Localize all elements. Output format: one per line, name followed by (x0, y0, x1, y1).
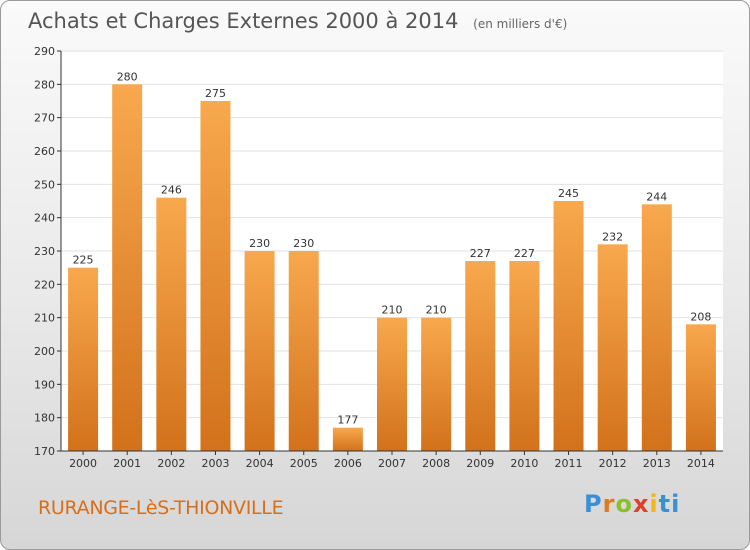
data-label: 230 (249, 237, 270, 250)
y-tick-label: 190 (34, 378, 55, 391)
y-tick-label: 210 (34, 312, 55, 325)
y-tick-label: 290 (34, 45, 55, 58)
y-tick-label: 230 (34, 245, 55, 258)
x-tick-label: 2014 (687, 457, 715, 470)
x-tick-label: 2001 (113, 457, 141, 470)
x-tick-label: 2010 (510, 457, 538, 470)
x-tick-label: 2009 (466, 457, 494, 470)
y-tick-label: 260 (34, 145, 55, 158)
location-label: RURANGE-LèS-THIONVILLE (38, 497, 284, 519)
bar (597, 244, 628, 451)
logo-letter: x (632, 490, 650, 518)
x-tick-label: 2007 (378, 457, 406, 470)
data-label: 245 (558, 187, 579, 200)
y-tick-label: 170 (34, 445, 55, 458)
data-label: 177 (337, 414, 358, 427)
x-tick-label: 2013 (643, 457, 671, 470)
logo-letter: r (602, 490, 616, 518)
data-label: 230 (293, 237, 314, 250)
x-tick-label: 2005 (290, 457, 318, 470)
bar (421, 317, 452, 451)
data-label: 244 (646, 190, 667, 203)
y-tick-label: 220 (34, 278, 55, 291)
data-label: 225 (73, 254, 94, 267)
x-tick-label: 2006 (334, 457, 362, 470)
bar (465, 261, 496, 451)
chart-title-text: Achats et Charges Externes 2000 à 2014 (28, 9, 459, 33)
x-tick-label: 2000 (69, 457, 97, 470)
data-label: 246 (161, 184, 182, 197)
data-label: 210 (382, 304, 403, 317)
chart-subtitle: (en milliers d'€) (473, 17, 568, 31)
y-tick-label: 200 (34, 345, 55, 358)
bar (288, 251, 319, 451)
bar (244, 251, 275, 451)
plot-area: 170 180 190 200 210 220 230 240 250 260 270 280 290 2… (34, 45, 723, 470)
y-tick-label: 280 (34, 78, 55, 91)
y-tick-label: 270 (34, 112, 55, 125)
bar (156, 197, 187, 451)
data-label: 227 (470, 247, 491, 260)
x-tick-label: 2012 (599, 457, 627, 470)
x-tick-label: 2008 (422, 457, 450, 470)
x-tick-label: 2004 (246, 457, 274, 470)
logo-letter: ti (658, 490, 681, 518)
data-label: 280 (117, 70, 138, 83)
bar (332, 427, 363, 451)
bar (377, 317, 407, 451)
data-label: 275 (205, 87, 226, 100)
x-tick-label: 2002 (157, 457, 185, 470)
data-label: 227 (514, 247, 535, 260)
bar (685, 324, 716, 451)
y-tick-label: 240 (34, 212, 55, 225)
logo-letter: o (615, 490, 633, 518)
bar (112, 84, 143, 451)
logo-letter: i (649, 490, 659, 518)
data-label: 210 (426, 304, 447, 317)
proxiti-logo[interactable]: Proxiti (584, 490, 680, 518)
bar (509, 261, 540, 451)
logo-letter: P (584, 490, 603, 518)
y-tick-label: 250 (34, 178, 55, 191)
bar (553, 201, 584, 451)
bar (200, 101, 231, 451)
bar (68, 267, 99, 451)
data-label: 208 (690, 310, 711, 323)
bar (641, 204, 672, 451)
chart-title: Achats et Charges Externes 2000 à 2014 (… (28, 9, 567, 33)
x-tick-label: 2003 (201, 457, 229, 470)
data-label: 232 (602, 230, 623, 243)
y-tick-label: 180 (34, 412, 55, 425)
x-tick-label: 2011 (555, 457, 583, 470)
